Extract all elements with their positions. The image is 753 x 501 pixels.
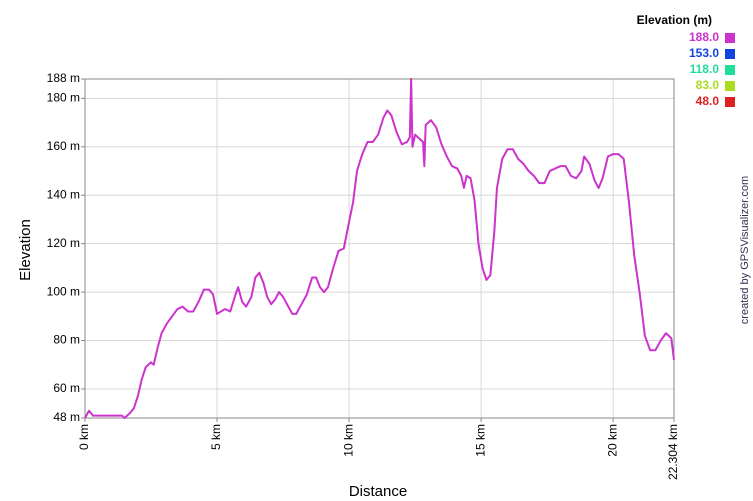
x-tick-label: 22.304 km <box>666 424 680 480</box>
y-tick-label: 120 m <box>47 236 80 250</box>
y-tick-label: 48 m <box>53 410 80 424</box>
x-tick-label: 20 km <box>605 424 619 457</box>
y-tick-label: 140 m <box>47 187 80 201</box>
y-axis-label: Elevation <box>17 219 34 281</box>
legend-label: 188.0 <box>689 30 719 44</box>
legend-swatch <box>725 81 735 91</box>
legend-label: 48.0 <box>696 94 720 108</box>
legend-label: 153.0 <box>689 46 719 60</box>
x-tick-label: 10 km <box>341 424 355 457</box>
legend-label: 83.0 <box>696 78 720 92</box>
elevation-line <box>84 78 675 419</box>
legend-title: Elevation (m) <box>637 13 712 27</box>
y-tick-label: 80 m <box>53 333 80 347</box>
legend-label: 118.0 <box>690 62 720 76</box>
credit: created by GPSVisualizer.com <box>739 176 751 324</box>
y-tick-label: 100 m <box>47 284 80 298</box>
legend-swatch <box>725 49 735 59</box>
legend-swatch <box>725 33 735 43</box>
x-tick-label: 5 km <box>209 424 223 450</box>
x-tick-label: 0 km <box>77 424 91 450</box>
y-tick-label: 180 m <box>47 91 80 105</box>
y-tick-label: 160 m <box>47 139 80 153</box>
x-axis-label: Distance <box>349 483 407 500</box>
x-tick-label: 15 km <box>473 424 487 457</box>
legend-swatch <box>725 97 735 107</box>
y-tick-label: 60 m <box>53 381 80 395</box>
y-tick-label: 188 m <box>47 71 80 85</box>
legend-swatch <box>725 65 735 75</box>
plot-frame <box>84 78 675 419</box>
